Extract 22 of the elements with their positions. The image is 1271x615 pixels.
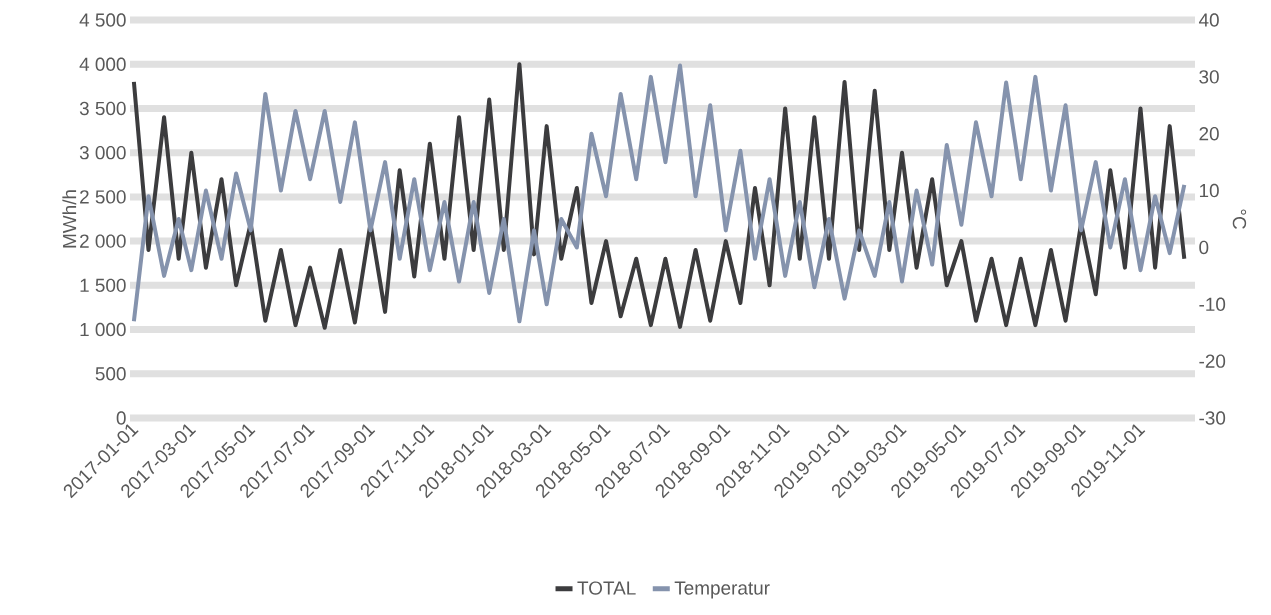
- y2-tick-label: 20: [1199, 127, 1219, 141]
- y2-tick-label: 30: [1199, 70, 1219, 84]
- y2-axis-title: °C: [1232, 209, 1247, 229]
- y2-tick-label: -30: [1199, 411, 1226, 425]
- y-tick-label: 2 500: [80, 190, 126, 204]
- y-tick-label: 2 000: [80, 234, 126, 248]
- y-tick-label: 4 500: [79, 13, 126, 27]
- y-axis-title: MWh/h: [62, 190, 77, 248]
- y-tick-label: 4 000: [79, 57, 126, 71]
- y2-tick-label: 40: [1198, 13, 1219, 27]
- y-tick-label: 0: [116, 411, 126, 425]
- y-tick-label: 1 000: [80, 322, 126, 337]
- y-tick-label: 1 500: [80, 278, 126, 293]
- y2-tick-label: 0: [1199, 240, 1209, 255]
- y-tick-label: 500: [95, 367, 126, 381]
- y2-tick-label: 10: [1199, 183, 1219, 198]
- y2-tick-label: -10: [1199, 297, 1226, 311]
- y-tick-label: 3 000: [79, 145, 126, 160]
- legend-label: TOTAL: [577, 581, 636, 595]
- y2-tick-label: -20: [1199, 354, 1226, 368]
- y-tick-label: 3 500: [79, 101, 126, 116]
- legend-label: Temperatur: [674, 581, 770, 599]
